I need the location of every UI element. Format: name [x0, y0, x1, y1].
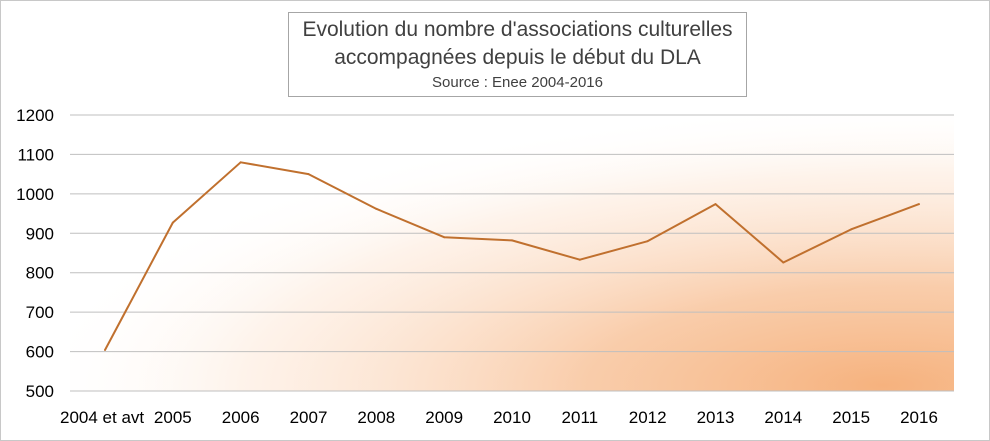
- y-tick-label: 900: [26, 224, 54, 243]
- x-tick-label: 2012: [629, 408, 667, 427]
- chart-title-box: Evolution du nombre d'associations cultu…: [288, 12, 747, 97]
- y-tick-label: 800: [26, 264, 54, 283]
- x-tick-label: 2007: [290, 408, 328, 427]
- y-tick-label: 700: [26, 303, 54, 322]
- data-point: [646, 240, 649, 243]
- data-point: [782, 261, 785, 264]
- x-tick-label: 2009: [425, 408, 463, 427]
- data-point: [850, 228, 853, 231]
- data-point: [714, 203, 717, 206]
- data-point: [511, 239, 513, 242]
- x-tick-label: 2014: [764, 408, 802, 427]
- y-tick-label: 600: [26, 343, 54, 362]
- data-point: [171, 221, 174, 224]
- plot-area-background: [70, 115, 954, 391]
- data-point: [918, 203, 920, 206]
- x-tick-label: 2004 et avt: [60, 408, 144, 427]
- series-layer: [104, 161, 920, 351]
- x-tick-label: 2008: [357, 408, 395, 427]
- x-tick-label: 2011: [562, 408, 599, 427]
- x-tick-label: 2013: [697, 408, 735, 427]
- data-point: [307, 173, 310, 176]
- y-tick-label: 500: [26, 382, 54, 401]
- chart-title-line-2: accompagnées depuis le début du DLA: [334, 46, 701, 69]
- chart-subtitle: Source : Enee 2004-2016: [432, 74, 603, 91]
- data-point: [104, 348, 106, 351]
- y-tick-label: 1100: [17, 145, 54, 164]
- y-tick-label: 1000: [16, 185, 54, 204]
- x-axis-ticks: 2004 et avt 2005 2006 2007 2008 2009 2010 2011 2…: [60, 408, 938, 427]
- gridlines: [70, 114, 954, 392]
- y-tick-label: 1200: [16, 106, 54, 125]
- chart-title-line-1: Evolution du nombre d'associations cultu…: [302, 18, 733, 41]
- x-tick-label: 2005: [154, 408, 192, 427]
- x-tick-label: 2016: [900, 408, 938, 427]
- data-point: [239, 161, 242, 164]
- data-point: [443, 236, 446, 239]
- x-tick-label: 2010: [493, 408, 531, 427]
- x-tick-label: 2006: [222, 408, 260, 427]
- data-point: [375, 207, 378, 210]
- data-point: [578, 258, 581, 261]
- y-axis-ticks: 500 600 700 800 900 1000 1100 1200: [16, 106, 54, 401]
- x-tick-label: 2015: [832, 408, 870, 427]
